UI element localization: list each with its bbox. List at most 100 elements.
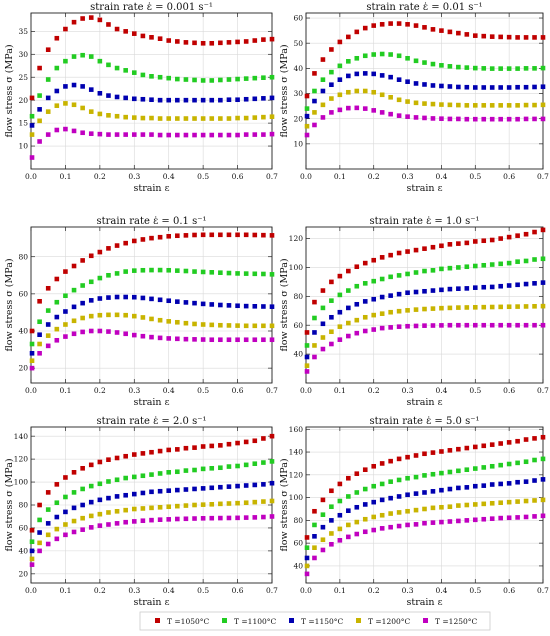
data-point [304,132,310,138]
data-point [532,322,537,328]
data-point [80,130,85,136]
data-point [192,132,197,138]
data-point [140,72,146,78]
data-point [252,304,258,309]
data-point [88,513,94,519]
data-point [54,103,60,108]
data-point [200,97,206,103]
data-point [261,132,266,137]
series-2 [29,267,275,347]
data-point [226,337,232,343]
data-point [354,471,360,476]
data-point [218,302,223,308]
data-point [226,501,232,506]
data-point [346,494,351,499]
data-point [37,350,42,356]
data-point [354,330,360,336]
data-point [312,522,317,528]
data-point [515,233,520,238]
data-point [413,453,419,458]
data-point [71,470,77,475]
data-point [447,519,453,524]
data-point [447,265,453,271]
data-point [422,246,427,251]
data-point [175,516,180,522]
x-tick-label: 0.3 [128,586,140,595]
y-tick-label: 35 [18,27,28,36]
data-point [97,523,103,528]
data-point [166,298,172,304]
data-point [131,474,137,480]
data-point [192,77,197,83]
data-point [320,77,326,82]
data-point [140,506,146,511]
data-point [45,285,51,291]
data-point [464,445,470,451]
data-point [396,250,402,256]
data-point [506,283,512,288]
data-point [304,106,310,111]
data-point [320,524,326,530]
data-point [396,324,402,329]
data-point [106,132,111,137]
data-point [97,275,103,281]
data-point [362,260,368,266]
data-point [106,272,111,278]
y-tick-label: 30 [18,50,28,59]
data-point [481,304,487,310]
data-point [131,132,137,137]
y-tick-label: 60 [293,321,303,330]
data-point [320,547,326,553]
data-point [45,322,51,327]
data-point [166,116,172,121]
data-point [540,497,546,503]
data-point [252,271,258,277]
data-point [413,289,419,295]
data-point [200,337,206,342]
series-2 [29,52,275,119]
data-point [54,299,60,305]
data-point [175,132,180,138]
data-point [329,341,334,347]
y-tick-label: 40 [293,350,303,359]
data-point [388,479,393,484]
data-point [157,504,163,510]
data-point [71,54,77,59]
data-point [532,478,537,483]
data-point [439,519,444,525]
data-point [540,513,546,519]
data-point [371,52,377,57]
data-point [447,102,453,108]
chart-panel-6: 0.0 0.1 0.2 0.3 0.4 0.5 0.6 0.7 40 60 80 100 120 140 1… [279,416,549,608]
data-point [430,288,436,293]
data-point [532,257,537,262]
data-point [405,290,410,296]
data-point [329,329,334,335]
series-5 [304,513,546,577]
data-point [80,515,85,521]
data-point [97,131,103,137]
data-point [320,102,326,108]
data-point [123,95,128,101]
data-point [430,61,436,67]
x-tick-label: 0.1 [59,386,71,395]
data-point [388,252,393,258]
data-point [226,441,232,447]
data-point [45,507,51,512]
data-point [243,500,249,506]
data-point [88,15,94,20]
data-point [114,330,120,335]
series-2 [304,51,546,111]
data-point [371,257,377,263]
data-point [123,240,128,246]
data-point [157,448,163,454]
data-point [209,502,215,507]
data-point [140,333,146,339]
data-point [379,526,385,531]
data-point [532,116,537,122]
data-point [157,267,163,273]
data-point [481,238,487,244]
data-point [405,308,410,313]
data-point [252,75,258,81]
data-point [88,279,94,285]
